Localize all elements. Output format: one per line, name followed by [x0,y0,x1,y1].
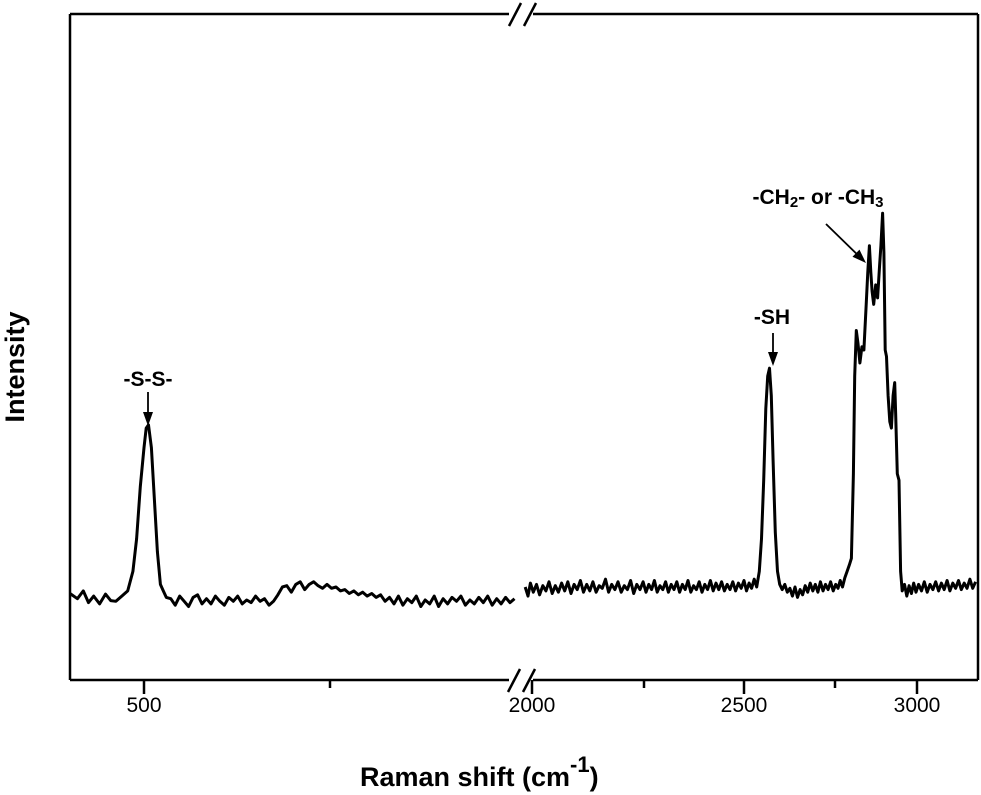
annotation-thiol: -SH [753,306,791,329]
x-axis-label-exponent: -1 [570,752,590,777]
spectrum-line [69,211,977,608]
x-axis-ticks [142,680,919,694]
x-tick-label-500: 500 [126,694,162,717]
anno-or-text: - or -CH [798,186,876,209]
x-tick-label-3000: 3000 [893,694,941,717]
x-tick-label-2000: 2000 [508,694,556,717]
annotation-methylene-methyl: -CH2- or -CH3 [752,186,884,211]
axis-break-marks [506,2,538,693]
annotation-disulfide: -S-S- [123,368,173,391]
x-axis-label-main: Raman shift (cm [360,762,571,792]
anno-sub-3: 3 [875,194,884,211]
x-axis-label-close: ) [589,762,599,792]
plot-frame [68,12,980,682]
x-axis-label: Raman shift (cm-1) [360,752,599,793]
annotation-arrows [143,223,866,426]
y-axis-label: Intensity [0,311,30,423]
anno-sub-2: 2 [789,194,799,211]
x-tick-label-2500: 2500 [720,694,768,717]
anno-ch-text: -CH [752,186,790,209]
